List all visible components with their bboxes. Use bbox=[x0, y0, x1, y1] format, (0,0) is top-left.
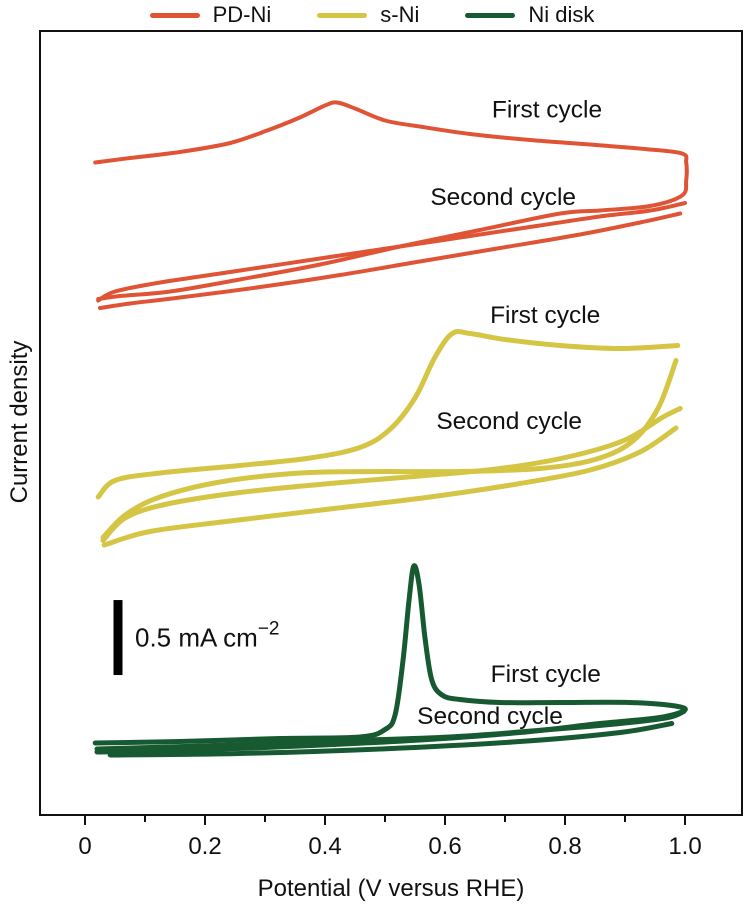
annotation-first-cycle-pd-ni: First cycle bbox=[492, 97, 602, 124]
annotation-first-cycle-s-ni: First cycle bbox=[490, 302, 600, 329]
legend-item-ni-disk: Ni disk bbox=[465, 4, 594, 26]
x-axis-tick-label: 0.6 bbox=[428, 833, 461, 860]
cv-curve-pd-ni-second-forward bbox=[96, 201, 687, 303]
x-axis-tick-label: 1.0 bbox=[668, 833, 701, 860]
x-axis-title: Potential (V versus RHE) bbox=[258, 875, 525, 902]
legend-item-s-ni: s-Ni bbox=[317, 4, 419, 26]
scale-bar-label-superscript: −2 bbox=[258, 619, 280, 640]
x-axis-tick-label: 0.4 bbox=[308, 833, 341, 860]
cv-curve-pd-ni-first bbox=[93, 100, 689, 301]
x-axis-tick-label: 0.8 bbox=[548, 833, 581, 860]
legend-swatch-icon bbox=[317, 12, 368, 18]
cv-curve-ni-disk-second-return bbox=[107, 721, 675, 758]
cv-curve-pd-ni-second-return bbox=[98, 211, 683, 310]
legend: PD-Ni s-Ni Ni disk bbox=[0, 2, 744, 28]
annotation-second-cycle-s-ni: Second cycle bbox=[436, 408, 582, 435]
cv-curve-ni-disk-second-forward bbox=[94, 709, 687, 752]
scale-bar bbox=[113, 600, 123, 676]
y-axis-title: Current density bbox=[6, 341, 33, 504]
legend-swatch-icon bbox=[465, 12, 516, 18]
plot-frame bbox=[39, 30, 743, 816]
annotation-second-cycle-ni-disk: Second cycle bbox=[417, 703, 563, 730]
annotation-second-cycle-pd-ni: Second cycle bbox=[430, 184, 576, 211]
x-axis-tick-label: 0.2 bbox=[188, 833, 221, 860]
legend-item-pd-ni: PD-Ni bbox=[149, 2, 272, 27]
legend-label: PD-Ni bbox=[212, 2, 272, 27]
annotation-first-cycle-ni-disk: First cycle bbox=[491, 661, 601, 688]
legend-label: s-Ni bbox=[380, 2, 420, 27]
cv-curve-s-ni-first-forward bbox=[95, 328, 681, 500]
legend-swatch-icon bbox=[149, 12, 200, 18]
cv-curve-s-ni-second-forward bbox=[100, 406, 683, 543]
x-axis-tick-label: 0 bbox=[78, 833, 91, 860]
cv-curve-s-ni-first-return bbox=[100, 358, 679, 540]
scale-bar-label: 0.5 mA cm−2 bbox=[135, 619, 280, 653]
legend-label: Ni disk bbox=[528, 2, 595, 27]
cv-plot: 0 0.2 0.4 0.6 0.8 1.0 Potential (V versus RHE)… bbox=[6, 30, 743, 902]
cv-curve-s-ni-second-return bbox=[101, 425, 679, 548]
